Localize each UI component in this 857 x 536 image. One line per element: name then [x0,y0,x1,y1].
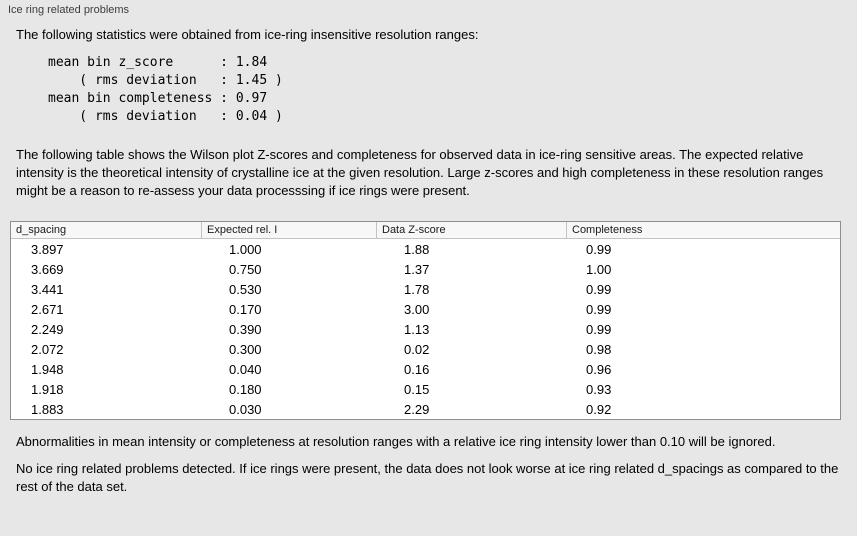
column-header-expected-rel-i[interactable]: Expected rel. I [201,222,376,238]
stat-line-mean-completeness: mean bin completeness : 0.97 [48,91,268,106]
table-row[interactable]: 1.918 0.180 0.15 0.93 [11,379,840,399]
column-header-completeness[interactable]: Completeness [566,222,840,238]
table-cell: 0.92 [586,402,612,417]
table-cell: 0.93 [586,382,612,397]
table-cell: 0.99 [586,242,612,257]
table-cell: 0.170 [229,302,262,317]
table-cell: 0.15 [404,382,430,397]
table-row[interactable]: 3.897 1.000 1.88 0.99 [11,239,840,259]
table-cell: 1.000 [229,242,262,257]
table-cell: 0.300 [229,342,262,357]
column-header-d-spacing[interactable]: d_spacing [16,224,67,236]
table-cell: 2.249 [31,322,64,337]
table-cell: 0.390 [229,322,262,337]
ignore-note-text: Abnormalities in mean intensity or compl… [16,434,776,449]
table-cell: 1.13 [404,322,430,337]
table-cell: 0.02 [404,342,430,357]
stat-line-completeness-rms: ( rms deviation : 0.04 ) [48,109,283,124]
table-cell: 0.99 [586,282,612,297]
table-row[interactable]: 3.669 0.750 1.37 1.00 [11,259,840,279]
panel-title: Ice ring related problems [8,4,130,16]
stats-block: mean bin z_score : 1.84 ( rms deviation … [48,54,857,126]
table-cell: 0.180 [229,382,262,397]
table-row[interactable]: 1.883 0.030 2.29 0.92 [11,399,840,419]
table-cell: 0.99 [586,302,612,317]
stat-line-mean-z-score: mean bin z_score : 1.84 [48,55,268,70]
table-cell: 0.030 [229,402,262,417]
column-header-data-z-score[interactable]: Data Z-score [376,222,566,238]
table-row[interactable]: 2.671 0.170 3.00 0.99 [11,299,840,319]
table-cell: 2.072 [31,342,64,357]
table-cell: 3.669 [31,262,64,277]
ice-ring-table[interactable]: d_spacing Expected rel. I Data Z-score C… [10,221,841,420]
table-cell: 1.00 [586,262,612,277]
table-cell: 1.948 [31,362,64,377]
table-cell: 1.37 [404,262,430,277]
table-cell: 1.883 [31,402,64,417]
table-cell: 1.78 [404,282,430,297]
table-row[interactable]: 3.441 0.530 1.78 0.99 [11,279,840,299]
table-cell: 3.441 [31,282,64,297]
table-cell: 1.88 [404,242,430,257]
table-cell: 3.897 [31,242,64,257]
table-row[interactable]: 2.072 0.300 0.02 0.98 [11,339,840,359]
table-cell: 0.96 [586,362,612,377]
description-text: The following table shows the Wilson plo… [16,147,824,198]
table-cell: 0.98 [586,342,612,357]
table-header-row: d_spacing Expected rel. I Data Z-score C… [11,222,840,239]
stat-line-z-score-rms: ( rms deviation : 1.45 ) [48,73,283,88]
table-row[interactable]: 2.249 0.390 1.13 0.99 [11,319,840,339]
conclusion-text: No ice ring related problems detected. I… [16,461,839,494]
table-cell: 3.00 [404,302,430,317]
table-body: 3.897 1.000 1.88 0.99 3.669 0.750 1.37 1.00 3.44… [11,239,840,419]
intro-text: The following statistics were obtained f… [16,27,479,42]
table-row[interactable]: 1.948 0.040 0.16 0.96 [11,359,840,379]
table-cell: 2.29 [404,402,430,417]
table-cell: 1.918 [31,382,64,397]
table-cell: 0.750 [229,262,262,277]
table-cell: 0.16 [404,362,430,377]
table-cell: 0.040 [229,362,262,377]
table-cell: 2.671 [31,302,64,317]
table-cell: 0.530 [229,282,262,297]
table-cell: 0.99 [586,322,612,337]
